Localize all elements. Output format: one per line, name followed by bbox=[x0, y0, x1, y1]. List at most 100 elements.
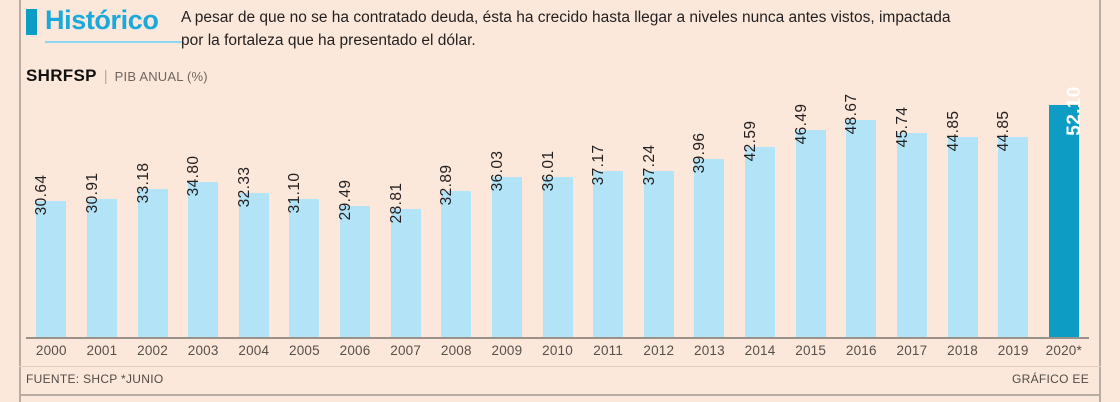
bar: 32.89 bbox=[438, 164, 472, 337]
bar: 31.10 bbox=[286, 172, 320, 337]
bar: 36.01 bbox=[540, 150, 573, 337]
bar: 39.96 bbox=[691, 133, 725, 337]
bar-value-label: 31.10 bbox=[286, 172, 304, 213]
bar-slot: 39.96 bbox=[684, 92, 735, 337]
bar: 48.67 bbox=[843, 94, 877, 337]
bar: 44.85 bbox=[945, 111, 978, 337]
footer-divider bbox=[19, 366, 1101, 367]
panel-bottom-rule bbox=[19, 394, 1101, 396]
series-unit: PIB ANUAL (%) bbox=[114, 69, 208, 84]
bar-slot: 34.80 bbox=[178, 92, 229, 337]
bar-value-label: 45.74 bbox=[893, 106, 911, 148]
bar-slot: 48.67 bbox=[836, 92, 887, 337]
panel-right-rule bbox=[1099, 0, 1101, 402]
bar-slot: 31.10 bbox=[279, 92, 330, 337]
bar-slot: 32.33 bbox=[229, 92, 280, 337]
bar-slot: 36.01 bbox=[532, 92, 583, 337]
bar-slot: 33.18 bbox=[127, 92, 178, 337]
bar-value-label: 32.89 bbox=[438, 164, 456, 205]
x-tick-2006: 2006 bbox=[339, 343, 371, 358]
bar-value-label: 29.49 bbox=[337, 179, 355, 221]
bar-slot: 37.24 bbox=[634, 92, 685, 337]
brand-marker-icon bbox=[26, 9, 37, 35]
bar: 36.03 bbox=[489, 150, 522, 337]
x-tick-2017: 2017 bbox=[896, 343, 928, 358]
bar-value-label: 44.85 bbox=[944, 110, 962, 152]
bar-value-label: 30.91 bbox=[83, 172, 101, 214]
x-axis-line bbox=[26, 337, 1089, 339]
bar-value-label: 52.10 bbox=[1063, 86, 1085, 136]
x-tick-2010: 2010 bbox=[542, 343, 573, 358]
bar-value-label: 46.49 bbox=[792, 103, 810, 145]
x-tick-2003: 2003 bbox=[187, 343, 219, 358]
bar-value-label: 33.18 bbox=[134, 162, 152, 204]
bar-value-label: 44.85 bbox=[995, 110, 1013, 152]
credit-note: GRÁFICO EE bbox=[1011, 372, 1089, 386]
bar-value-label: 48.67 bbox=[843, 93, 861, 135]
series-caption: SHRFSP | PIB ANUAL (%) bbox=[26, 66, 208, 86]
bar-slot: 28.81 bbox=[380, 92, 431, 337]
bar-chart-plot: 30.64 30.91 33.18 34.80 32.33 31.10 29.49 28.81… bbox=[26, 86, 1089, 339]
x-tick-2000: 2000 bbox=[35, 343, 67, 358]
x-tick-2009: 2009 bbox=[491, 343, 523, 358]
footer: FUENTE: SHCP *JUNIO GRÁFICO EE bbox=[26, 372, 1089, 386]
bar-slot: 46.49 bbox=[785, 92, 836, 337]
x-tick-2008: 2008 bbox=[440, 343, 472, 358]
bar-slot: 44.85 bbox=[937, 92, 988, 337]
bar: 45.74 bbox=[894, 107, 927, 337]
x-tick-2002: 2002 bbox=[137, 343, 168, 358]
bar-value-label: 36.03 bbox=[488, 150, 506, 191]
bar-value-label: 36.01 bbox=[539, 150, 557, 192]
x-tick-2015: 2015 bbox=[795, 343, 827, 358]
bar-slot: 30.64 bbox=[26, 92, 77, 337]
bar-value-label: 28.81 bbox=[387, 182, 405, 224]
caption-divider: | bbox=[103, 68, 108, 85]
deck-line-2: por la fortaleza que ha presentado el dó… bbox=[181, 32, 476, 49]
bar: 30.64 bbox=[33, 174, 67, 337]
bar: 44.85 bbox=[995, 111, 1029, 337]
x-tick-2012: 2012 bbox=[643, 343, 675, 358]
bar-slot: 37.17 bbox=[583, 92, 634, 337]
x-tick-2007: 2007 bbox=[390, 343, 422, 358]
bar-value-label: 32.33 bbox=[235, 166, 253, 208]
bar-slot: 44.85 bbox=[988, 92, 1039, 337]
bar-value-label: 42.59 bbox=[742, 120, 760, 162]
x-tick-2016: 2016 bbox=[845, 343, 877, 358]
bar: 37.24 bbox=[641, 145, 674, 337]
bar-value-label: 34.80 bbox=[185, 155, 203, 197]
x-tick-2001: 2001 bbox=[86, 343, 118, 358]
bar: 33.18 bbox=[135, 163, 168, 337]
x-tick-2005: 2005 bbox=[289, 343, 320, 358]
x-tick-2011: 2011 bbox=[593, 343, 624, 358]
bar: 28.81 bbox=[388, 182, 421, 337]
kicker-underline bbox=[45, 41, 183, 43]
kicker-title: Histórico bbox=[45, 5, 159, 35]
panel-left-rule bbox=[19, 0, 21, 402]
x-tick-2020: 2020* bbox=[1045, 343, 1082, 358]
source-note: FUENTE: SHCP *JUNIO bbox=[26, 372, 164, 386]
deck-line-1: A pesar de que no se ha contratado deuda… bbox=[181, 9, 951, 26]
header: Histórico A pesar de que no se ha contra… bbox=[26, 5, 1086, 66]
bar-group: 30.64 30.91 33.18 34.80 32.33 31.10 29.49 28.81… bbox=[26, 86, 1089, 337]
bar-slot: 45.74 bbox=[887, 92, 938, 337]
x-tick-2019: 2019 bbox=[997, 343, 1029, 358]
bar: 34.80 bbox=[185, 156, 219, 337]
bar-value-label: 30.64 bbox=[33, 174, 51, 215]
bar-value-label: 39.96 bbox=[691, 132, 709, 174]
bar-slot: 36.03 bbox=[482, 92, 533, 337]
bar-slot: 29.49 bbox=[330, 92, 381, 337]
deck-text: A pesar de que no se ha contratado deuda… bbox=[181, 6, 1081, 52]
bar: 42.59 bbox=[742, 121, 776, 337]
series-name: SHRFSP bbox=[26, 66, 97, 85]
x-tick-2018: 2018 bbox=[947, 343, 978, 358]
x-axis-tick-labels: 2000 2001 2002 2003 2004 2005 2006 2007 2008 2009… bbox=[26, 343, 1089, 361]
bar: 32.33 bbox=[236, 167, 269, 337]
bar: 37.17 bbox=[590, 145, 624, 337]
bar: 46.49 bbox=[793, 104, 826, 337]
x-tick-2014: 2014 bbox=[744, 343, 776, 358]
bar-slot: 30.91 bbox=[77, 92, 128, 337]
x-tick-2004: 2004 bbox=[238, 343, 270, 358]
bar: 29.49 bbox=[337, 179, 371, 337]
bar-value-label: 37.17 bbox=[590, 145, 608, 186]
